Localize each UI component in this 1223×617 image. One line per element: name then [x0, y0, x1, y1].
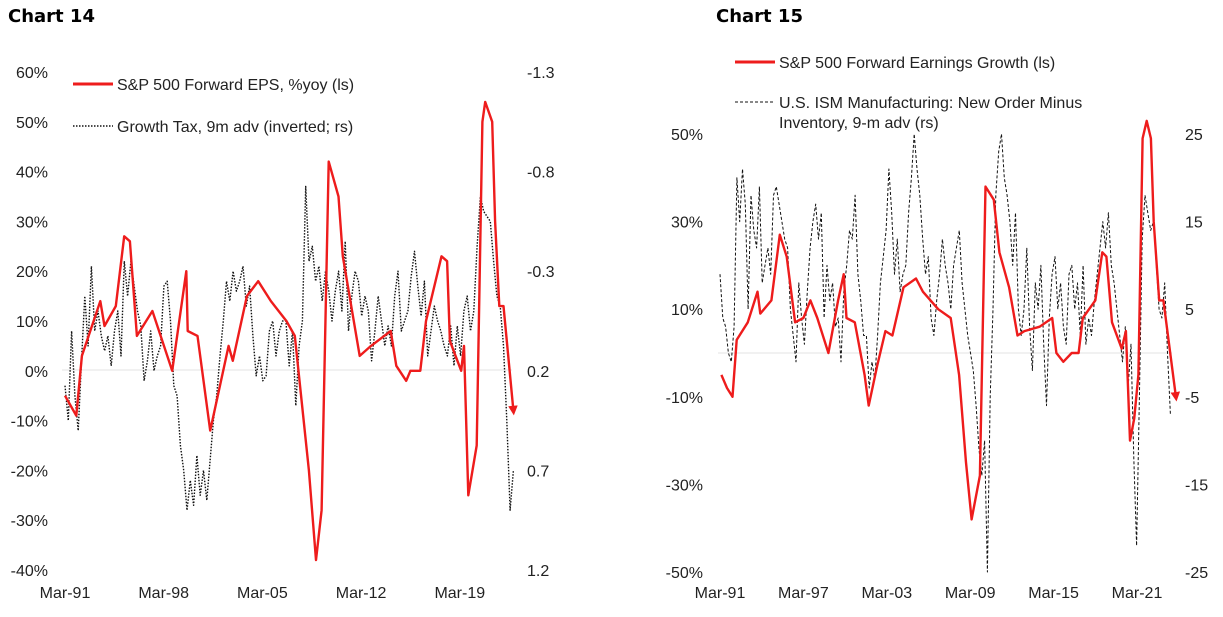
series-line-right-axis	[64, 185, 515, 511]
series-line-right-axis	[719, 133, 1171, 573]
x-tick-label: Mar-91	[40, 585, 91, 602]
y-left-tick-label: 0%	[25, 364, 48, 381]
chart-title: Chart 14	[8, 6, 95, 27]
chart-14: Chart 14 60% 50% 40% 30% 20% 10% 0% -10% -20% -30…	[8, 6, 555, 602]
x-tick-label: Mar-91	[695, 585, 746, 602]
y-right-tick-label: -5	[1185, 390, 1199, 407]
y-left-tick-label: 40%	[16, 165, 48, 182]
y-left-tick-label: -20%	[11, 463, 48, 480]
legend-label: Inventory, 9-m adv (rs)	[779, 115, 939, 132]
y-left-tick-label: 10%	[671, 302, 703, 319]
y-right-tick-label: -15	[1185, 477, 1208, 494]
y-right-tick-label: 25	[1185, 127, 1203, 144]
x-tick-label: Mar-09	[945, 585, 996, 602]
y-right-tick-label: -0.3	[527, 264, 555, 281]
series-line-left-axis	[63, 100, 518, 562]
legend-label: S&P 500 Forward Earnings Growth (ls)	[779, 55, 1055, 72]
legend-label: U.S. ISM Manufacturing: New Order Minus	[779, 95, 1082, 112]
y-left-tick-label: 60%	[16, 65, 48, 82]
x-tick-label: Mar-21	[1112, 585, 1163, 602]
y-right-tick-label: -1.3	[527, 65, 555, 82]
y-left-tick-label: 10%	[16, 314, 48, 331]
y-left-tick-label: 50%	[671, 127, 703, 144]
x-tick-label: Mar-03	[861, 585, 912, 602]
y-right-tick-label: 0.7	[527, 463, 549, 480]
y-left-tick-label: 30%	[16, 214, 48, 231]
y-right-tick-label: -0.8	[527, 165, 555, 182]
chart-15: Chart 15 50% 30% 10% -10% -30% -50% 25 15 5 -5 -15…	[666, 6, 1209, 602]
y-right-tick-label: 1.2	[527, 563, 549, 580]
y-left-tick-label: -40%	[11, 563, 48, 580]
x-tick-label: Mar-19	[434, 585, 485, 602]
legend-label: S&P 500 Forward EPS, %yoy (ls)	[117, 77, 354, 94]
y-right-tick-label: -25	[1185, 565, 1208, 582]
x-tick-label: Mar-97	[778, 585, 829, 602]
x-tick-label: Mar-05	[237, 585, 288, 602]
y-left-tick-label: -10%	[11, 414, 48, 431]
legend-label: Growth Tax, 9m adv (inverted; rs)	[117, 119, 353, 136]
y-left-tick-label: 50%	[16, 115, 48, 132]
y-left-tick-label: 20%	[16, 264, 48, 281]
y-left-tick-label: -50%	[666, 565, 703, 582]
legend: S&P 500 Forward EPS, %yoy (ls) Growth Ta…	[73, 77, 354, 136]
legend: S&P 500 Forward Earnings Growth (ls) U.S…	[735, 55, 1082, 132]
y-left-tick-label: -10%	[666, 390, 703, 407]
y-left-tick-label: 30%	[671, 215, 703, 232]
y-right-tick-label: 15	[1185, 215, 1203, 232]
series-line-left-axis	[720, 119, 1181, 521]
x-tick-label: Mar-98	[138, 585, 189, 602]
y-right-tick-label: 5	[1185, 302, 1194, 319]
x-tick-label: Mar-15	[1028, 585, 1079, 602]
chart-title: Chart 15	[716, 6, 803, 27]
y-left-tick-label: -30%	[666, 477, 703, 494]
x-tick-label: Mar-12	[336, 585, 387, 602]
y-left-tick-label: -30%	[11, 513, 48, 530]
y-right-tick-label: 0.2	[527, 364, 549, 381]
